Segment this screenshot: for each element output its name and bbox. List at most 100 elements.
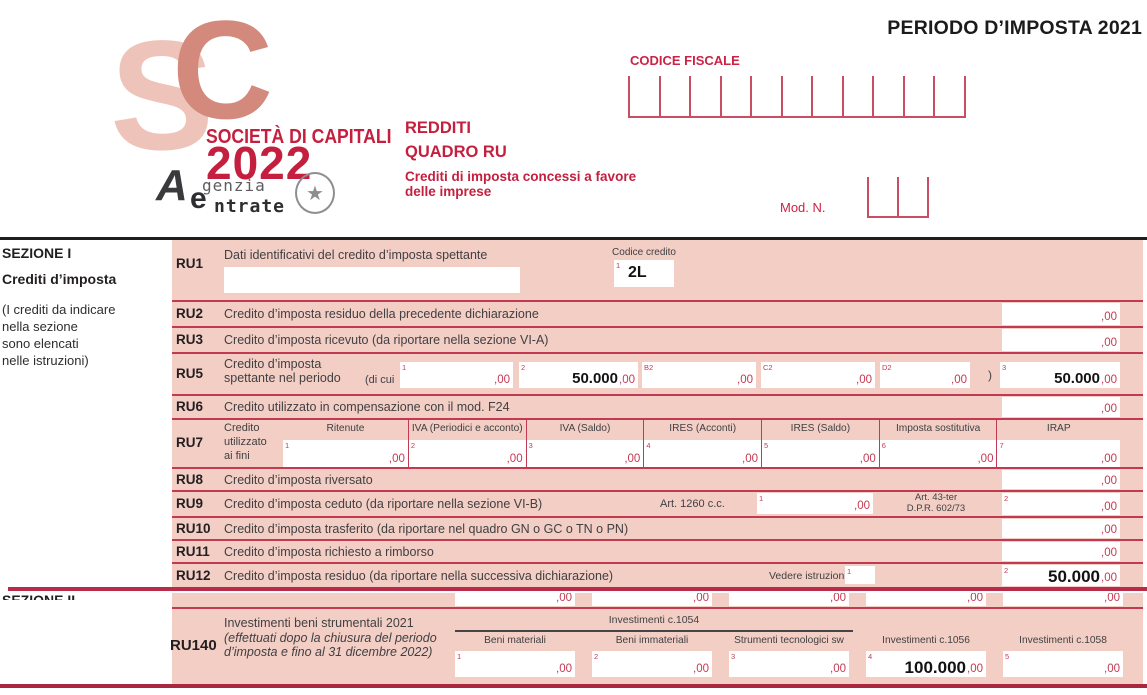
ru140-group-header: Investimenti c.1054	[608, 614, 700, 626]
row-label-ru5-1: Credito d’imposta	[224, 357, 322, 371]
row-code-ru7: RU7	[176, 435, 204, 450]
ru7-field-3[interactable]: 3,00	[526, 440, 644, 467]
row-code-ru12: RU12	[176, 568, 211, 583]
ru7-field-4[interactable]: 4,00	[644, 440, 762, 467]
row-label-ru11: Credito d’imposta richiesto a rimborso	[224, 545, 434, 559]
row-label-ru8: Credito d’imposta riversato	[224, 473, 373, 487]
section-ii-clipped-title: SEZIONE II	[2, 593, 75, 600]
ru5-field-3[interactable]: 3 50.000,00	[1000, 362, 1120, 388]
ru5-field-b2[interactable]: B2,00	[642, 362, 756, 388]
ru6-value-field[interactable]: ,00	[1002, 397, 1120, 417]
ru5-field-d2[interactable]: D2,00	[880, 362, 970, 388]
anno-modello: 2022	[206, 137, 313, 189]
ru140-field-4[interactable]: 4 100.000,00	[866, 651, 986, 677]
ru140-header-strumenti-tecnologici: Strumenti tecnologici sw	[734, 635, 844, 646]
row-code-ru8: RU8	[176, 472, 204, 487]
ru2-value-field[interactable]: ,00	[1002, 303, 1120, 325]
row-code-ru10: RU10	[176, 521, 211, 536]
codice-credito-value: 2L	[628, 263, 647, 281]
row-label-ru6: Credito utilizzato in compensazione con …	[224, 400, 510, 414]
section-top-divider	[0, 237, 1147, 240]
ru7-field-7[interactable]: 7,00	[997, 440, 1121, 467]
row-label-ru9: Credito d’imposta ceduto (da riportare n…	[224, 497, 543, 511]
ru140-field-1[interactable]: 1,00	[455, 651, 575, 677]
clipped-field-4[interactable]: ,00	[866, 593, 986, 606]
ru7-col-iva-periodici: IVA (Periodici e acconto) 2,00	[407, 420, 526, 467]
ru5-di-cui-label: (di cui	[365, 374, 395, 386]
section-i-panel: RU1 Dati identificativi del credito d’im…	[172, 240, 1143, 587]
entrate-text: ntrate	[214, 196, 286, 217]
agenzia-text: genzia	[202, 176, 266, 195]
row-ru140: RU140 Investimenti beni strumentali 2021…	[170, 609, 1143, 684]
ru7-field-2[interactable]: 2,00	[408, 440, 526, 467]
row-code-ru3: RU3	[176, 332, 204, 347]
ru12-istruzioni-box[interactable]: 1	[845, 566, 875, 584]
row-ru12: RU12 Credito d’imposta residuo (da ripor…	[172, 564, 1143, 587]
clipped-field-3[interactable]: ,00	[729, 593, 849, 606]
ru8-value-field[interactable]: ,00	[1002, 470, 1120, 489]
section-subtitle: Crediti d’imposta	[2, 271, 117, 287]
codice-credito-label: Codice credito	[612, 247, 676, 258]
ru7-col-imposta-sostitutiva: Imposta sostitutiva 6,00	[878, 420, 997, 467]
ru7-col-irap: IRAP 7,00	[996, 420, 1121, 467]
ru5-field-c2[interactable]: C2,00	[761, 362, 875, 388]
clipped-field-1[interactable]: ,00	[455, 593, 575, 606]
ru140-field-2[interactable]: 2,00	[592, 651, 712, 677]
ru140-field-5[interactable]: 5,00	[1003, 651, 1123, 677]
row-code-ru9: RU9	[176, 496, 204, 511]
ru7-col-ires-acconti: IRES (Acconti) 4,00	[643, 420, 762, 467]
ru5-field-2[interactable]: 2 50.000,00	[519, 362, 638, 388]
ru12-value-field[interactable]: 2 50.000,00	[1002, 565, 1120, 586]
ru9-value-field[interactable]: 2,00	[1002, 493, 1120, 515]
row-code-ru11: RU11	[176, 544, 210, 559]
ru140-label-italic-1: (effettuati dopo la chiusura del periodo	[224, 631, 437, 645]
ru140-group-underline	[455, 630, 853, 632]
row-label-ru10: Credito d’imposta trasferito (da riporta…	[224, 522, 629, 536]
codice-fiscale-cell[interactable]	[628, 76, 659, 116]
ru7-field-1[interactable]: 1,00	[283, 440, 408, 467]
row-ru11: RU11 Credito d’imposta richiesto a rimbo…	[172, 541, 1143, 564]
row-label-ru12: Credito d’imposta residuo (da riportare …	[224, 569, 614, 583]
ru5-close-paren: )	[988, 368, 992, 382]
row-ru8: RU8 Credito d’imposta riversato ,00	[172, 469, 1143, 492]
row-label-ru5-2: spettante nel periodo	[224, 371, 341, 385]
row-ru1: RU1 Dati identificativi del credito d’im…	[172, 240, 1143, 302]
form-title-block: REDDITI QUADRO RU Crediti di imposta con…	[405, 119, 636, 199]
ru7-col-iva-saldo: IVA (Saldo) 3,00	[525, 420, 644, 467]
row-code-ru6: RU6	[176, 399, 204, 414]
row-ru2: RU2 Credito d’imposta residuo della prec…	[172, 302, 1143, 328]
ru140-header-beni-materiali: Beni materiali	[484, 635, 546, 646]
title-subtitle-1: Crediti di imposta concessi a favore	[405, 169, 637, 184]
republic-emblem-icon: ★	[295, 172, 335, 214]
ru7-field-6[interactable]: 6,00	[879, 440, 997, 467]
ru7-col-ritenute: Ritenute 1,00	[283, 420, 408, 467]
ru7-col-ires-saldo: IRES (Saldo) 5,00	[761, 420, 879, 467]
section-note: (I crediti da indicare nella sezione son…	[2, 302, 116, 368]
ru140-field-3[interactable]: 3,00	[729, 651, 849, 677]
ru1-descrizione-input[interactable]	[224, 267, 520, 293]
periodo-imposta-title: PERIODO D’IMPOSTA 2021	[887, 17, 1142, 39]
ru7-field-5[interactable]: 5,00	[762, 440, 879, 467]
section-i-bottom-divider	[8, 587, 1147, 591]
row-ru7: RU7 Credito utilizzato ai fini Ritenute …	[172, 420, 1143, 469]
entrate-e-glyph: e	[190, 182, 207, 215]
row-ru5: RU5 Credito d’imposta spettante nel peri…	[172, 354, 1143, 396]
ru11-value-field[interactable]: ,00	[1002, 542, 1120, 561]
ru3-value-field[interactable]: ,00	[1002, 329, 1120, 351]
codice-fiscale-input[interactable]	[628, 76, 967, 118]
ru5-field-1[interactable]: 1,00	[400, 362, 513, 388]
ru9-art1260-field[interactable]: 1,00	[757, 493, 873, 514]
codice-fiscale-label: CODICE FISCALE	[630, 53, 740, 68]
row-ru9: RU9 Credito d’imposta ceduto (da riporta…	[172, 492, 1143, 518]
codice-credito-field[interactable]: 1 2L	[614, 260, 674, 287]
clipped-field-2[interactable]: ,00	[592, 593, 712, 606]
ru10-value-field[interactable]: ,00	[1002, 519, 1120, 538]
clipped-field-5[interactable]: ,00	[1003, 593, 1123, 606]
ru7-label-1: Credito	[224, 422, 260, 434]
row-ru6: RU6 Credito utilizzato in compensazione …	[172, 396, 1143, 420]
ru12-vedere-istruzioni-label: Vedere istruzioni	[769, 570, 847, 582]
row-ru3: RU3 Credito d’imposta ricevuto (da ripor…	[172, 328, 1143, 354]
row-code-ru2: RU2	[176, 306, 204, 321]
mod-n-input[interactable]	[867, 177, 929, 218]
